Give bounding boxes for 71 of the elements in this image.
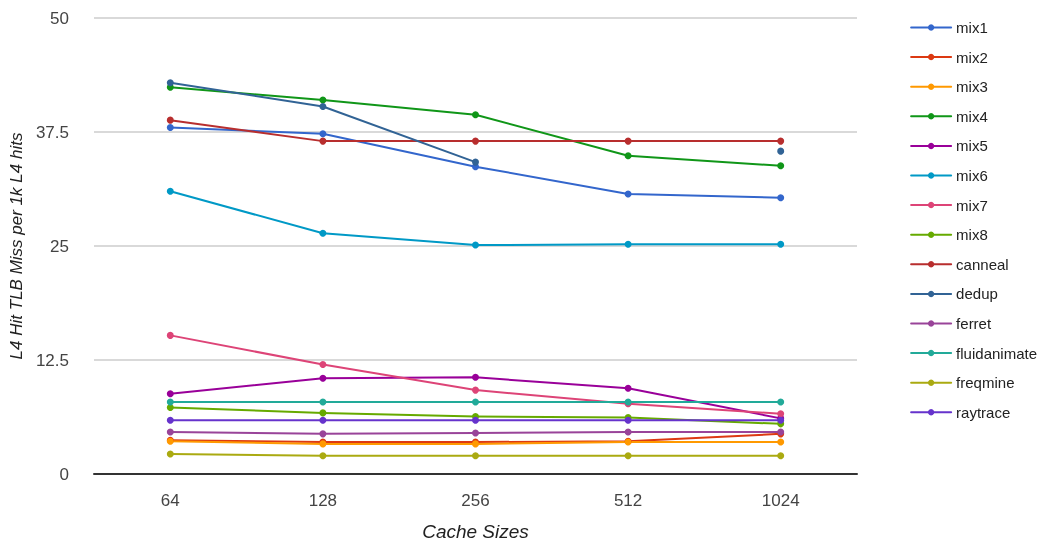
x-tick-label: 512 [613, 491, 643, 510]
legend-label: freqmine [956, 374, 1015, 392]
y-tick-label: 0 [59, 464, 69, 484]
x-tick-label: 256 [461, 491, 490, 510]
point [319, 137, 327, 145]
point [166, 187, 174, 195]
point [472, 373, 479, 381]
legend-label: mix8 [956, 226, 988, 244]
x-tick-label: 1024 [761, 491, 800, 510]
point [472, 137, 479, 145]
point [319, 361, 327, 369]
point [166, 331, 174, 339]
point [319, 452, 327, 460]
point [777, 194, 785, 202]
x-tick-label: 64 [160, 491, 180, 510]
point [319, 430, 327, 438]
legend-label: mix6 [956, 167, 988, 184]
legend-label: fluidanimate [956, 344, 1038, 362]
legend-label: raytrace [956, 403, 1011, 421]
point [166, 428, 174, 436]
legend-label: mix5 [956, 137, 988, 155]
point [624, 452, 632, 460]
point [472, 241, 479, 249]
point [624, 240, 632, 248]
point [319, 229, 327, 237]
point [777, 398, 785, 406]
point [624, 384, 632, 392]
point [472, 452, 479, 460]
point [777, 162, 785, 170]
point [166, 416, 174, 424]
x-axis-title: Cache Sizes [422, 521, 530, 542]
point [166, 398, 174, 406]
y-tick-label: 25 [50, 236, 69, 256]
point [319, 416, 327, 424]
point [319, 409, 327, 417]
point [624, 152, 632, 160]
point [472, 429, 479, 437]
point [166, 123, 174, 131]
legend-label: ferret [956, 315, 992, 332]
point [319, 398, 327, 406]
legend-label: mix4 [956, 107, 988, 125]
legend-label: mix3 [956, 78, 988, 96]
point [166, 403, 174, 411]
y-tick-label: 12.5 [35, 350, 69, 370]
point [166, 450, 174, 458]
point [166, 116, 174, 124]
point [319, 130, 327, 138]
point [777, 240, 785, 248]
point [624, 137, 632, 145]
legend-label: mix1 [956, 19, 988, 36]
point [472, 386, 479, 394]
point [777, 410, 785, 418]
y-tick-label: 50 [50, 8, 69, 28]
y-tick-label: 37.5 [35, 122, 69, 142]
point [166, 79, 174, 87]
point [319, 102, 327, 110]
point [319, 374, 327, 382]
legend-label: canneal [956, 255, 1009, 273]
point [166, 390, 174, 398]
x-tick-label: 128 [308, 491, 338, 510]
point [777, 147, 785, 155]
point [777, 452, 785, 460]
point [472, 158, 479, 166]
point [472, 111, 479, 119]
point [777, 137, 785, 145]
point [472, 398, 479, 406]
legend-label: mix2 [956, 48, 988, 66]
legend-label: mix7 [956, 196, 988, 214]
legend-label: dedup [956, 285, 998, 303]
point [777, 438, 785, 446]
y-axis-title: L4 Hit TLB Miss per 1k L4 hits [7, 132, 26, 360]
